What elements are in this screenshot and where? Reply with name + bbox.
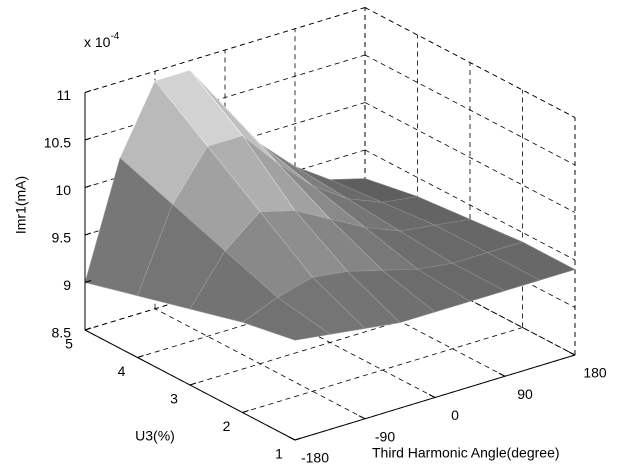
y-tick	[189, 382, 197, 386]
grid-line	[364, 149, 576, 261]
grid-line	[364, 102, 576, 213]
z-tick	[84, 280, 92, 283]
grid-line	[84, 7, 366, 93]
x-tick	[358, 415, 366, 420]
z-multiplier-exponent: -4	[110, 31, 119, 42]
y-tick	[137, 355, 144, 358]
grid-line	[84, 54, 366, 141]
z-multiplier-base: x 10	[84, 34, 111, 50]
y-tick-label: 4	[118, 363, 126, 379]
grid-line	[364, 7, 576, 118]
x-tick	[288, 436, 296, 441]
x-tick-label: 180	[583, 365, 607, 381]
z-tick	[84, 232, 92, 236]
y-tick	[242, 410, 249, 413]
x-tick	[498, 372, 506, 377]
y-tick-label: 3	[170, 391, 178, 407]
y-tick	[294, 437, 302, 441]
z-tick-label: 8.5	[52, 325, 72, 341]
y-tick-label: 1	[275, 446, 283, 462]
x-tick-label: 90	[517, 386, 533, 402]
z-tick	[84, 137, 92, 141]
z-tick-label: 10.5	[44, 135, 71, 151]
x-tick-label: -180	[301, 450, 329, 466]
y-tick	[84, 327, 92, 331]
z-tick	[84, 90, 92, 93]
z-multiplier: x 10-4	[84, 31, 120, 50]
y-tick-label: 5	[65, 336, 73, 352]
surface-face	[241, 297, 331, 341]
z-tick	[84, 185, 92, 188]
z-tick-label: 9.5	[52, 230, 72, 246]
y-tick-label: 2	[223, 418, 231, 434]
z-tick-label: 11	[56, 87, 71, 103]
z-tick-label: 9	[63, 277, 71, 293]
x-tick-label: -90	[375, 428, 395, 444]
x-tick	[428, 394, 436, 398]
z-axis-label: Imr1(mA)	[13, 176, 29, 234]
y-axis-label: U3(%)	[135, 428, 175, 444]
x-tick	[568, 351, 576, 356]
grid-line	[364, 54, 576, 166]
x-axis-label: Third Harmonic Angle(degree)	[372, 445, 560, 461]
grid-line	[242, 327, 523, 413]
z-tick-label: 10	[55, 182, 71, 198]
x-tick-label: 0	[451, 407, 459, 423]
